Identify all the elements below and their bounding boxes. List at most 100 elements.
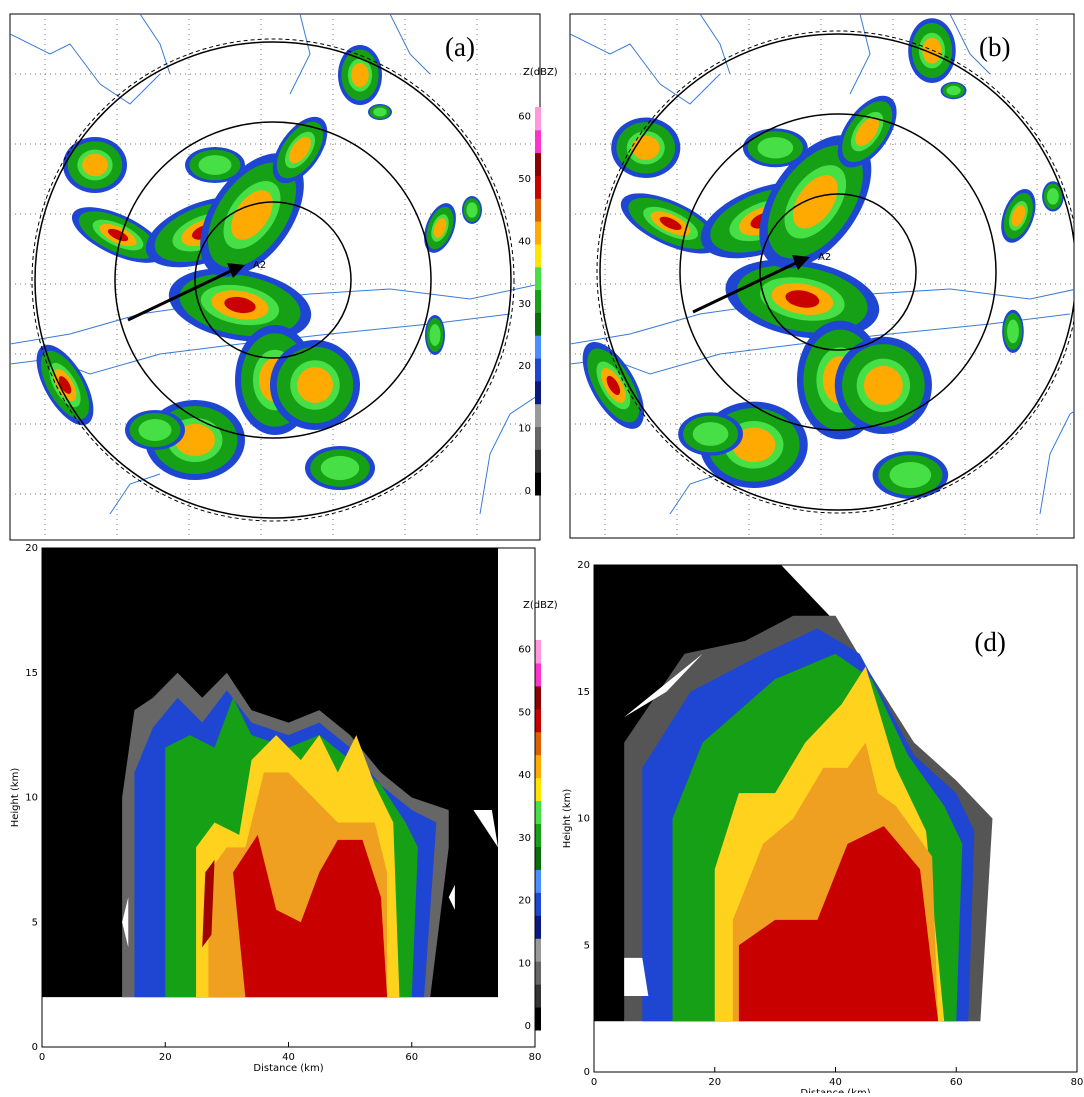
blank-patch (122, 897, 129, 948)
colorbar-segment (535, 152, 541, 176)
colorbar-segment (535, 915, 541, 939)
echo (946, 85, 961, 96)
river (949, 14, 991, 75)
blank-patch (624, 653, 703, 718)
y-axis-label: Height (km) (562, 789, 573, 849)
echo (58, 376, 72, 394)
radar-panel: A2 (570, 14, 1074, 538)
x-tick-label: 40 (282, 1052, 295, 1063)
arrow-head (227, 263, 245, 278)
y-tick-label: 10 (577, 814, 590, 825)
river (479, 393, 540, 515)
river (10, 33, 161, 105)
colorbar-tick-label: 10 (518, 958, 531, 969)
y-tick-label: 20 (25, 543, 38, 554)
echo (1011, 205, 1026, 227)
blank-patch (498, 548, 505, 998)
x-tick-label: 40 (829, 1077, 842, 1088)
echo (351, 63, 369, 87)
x-tick-label: 80 (529, 1052, 542, 1063)
range-ring (194, 201, 352, 359)
colorbar-tick-label: 20 (518, 896, 531, 907)
arrow (692, 260, 799, 314)
colorbar-segment (535, 472, 541, 496)
colorbar-tick-label: 60 (518, 645, 531, 656)
echo (659, 216, 682, 231)
panel-a-frame (9, 13, 541, 541)
river (1039, 410, 1074, 515)
colorbar-tick-label: 40 (518, 236, 531, 247)
river (849, 14, 871, 95)
x-axis-label: Distance (km) (253, 1063, 323, 1074)
echo (792, 175, 838, 229)
colorbar-tick-label: 10 (518, 424, 531, 435)
echo (297, 367, 333, 403)
x-axis-label: Distance (km) (800, 1088, 870, 1093)
echo (82, 153, 108, 177)
echo (429, 324, 441, 346)
range-ring (599, 33, 1074, 511)
y-tick-label: 0 (32, 1042, 38, 1053)
panel-label: (d) (974, 627, 1005, 657)
river (109, 473, 161, 515)
river (699, 14, 731, 75)
blank-patch (624, 957, 649, 996)
echo (175, 424, 215, 456)
colorbar-title: Z(dBZ) (523, 67, 558, 78)
arrow-head (792, 255, 810, 270)
y-tick-label: 0 (584, 1067, 590, 1078)
colorbar-tick-label: 0 (525, 486, 531, 497)
colorbar-tick-label: 30 (518, 299, 531, 310)
echo (732, 427, 776, 463)
echo (631, 135, 660, 160)
echo (863, 365, 903, 405)
colorbar-tick-label: 60 (518, 112, 531, 123)
x-tick-label: 0 (591, 1077, 597, 1088)
colorbar-segment (535, 984, 541, 1008)
colorbar-segment (535, 198, 541, 222)
y-tick-label: 5 (32, 917, 38, 928)
radar-content: A2 (10, 14, 540, 540)
radar-content: A2 (570, 14, 1074, 538)
range-ring (596, 30, 1074, 514)
colorbar-segment (535, 1007, 541, 1031)
colorbar-tick-label: 50 (518, 174, 531, 185)
range-ring (759, 193, 917, 351)
river (289, 14, 311, 95)
colorbar-segment (535, 731, 541, 756)
marker-label: A2 (253, 260, 266, 271)
echo (320, 455, 360, 481)
colorbar-segment (535, 221, 541, 245)
colorbar-segment (535, 869, 541, 893)
range-ring (34, 41, 512, 519)
colorbar-segment (535, 335, 541, 359)
arrow (127, 268, 234, 322)
y-tick-label: 5 (584, 940, 590, 951)
y-tick-label: 15 (577, 687, 590, 698)
x-tick-label: 20 (159, 1052, 172, 1063)
marker-label: A2 (818, 252, 831, 263)
echo (855, 117, 879, 146)
y-axis-label: Height (km) (10, 768, 21, 828)
river (389, 14, 431, 75)
river (570, 33, 721, 105)
echo (1046, 188, 1059, 205)
x-tick-label: 60 (950, 1077, 963, 1088)
blank-patch (159, 672, 172, 723)
echo (606, 375, 621, 395)
blank-patch (473, 809, 499, 848)
echo (138, 419, 172, 441)
echo (107, 228, 129, 242)
x-tick-label: 0 (39, 1052, 45, 1063)
colorbar-segment (535, 892, 541, 916)
panel-label: (b) (979, 32, 1010, 62)
colorbar-segment (535, 175, 541, 199)
echo (466, 202, 478, 218)
echo (692, 422, 729, 446)
colorbar-segment (535, 243, 541, 268)
echo-layer (233, 834, 388, 998)
echo-layer (202, 859, 215, 948)
range-ring (679, 113, 997, 431)
river (669, 473, 721, 515)
